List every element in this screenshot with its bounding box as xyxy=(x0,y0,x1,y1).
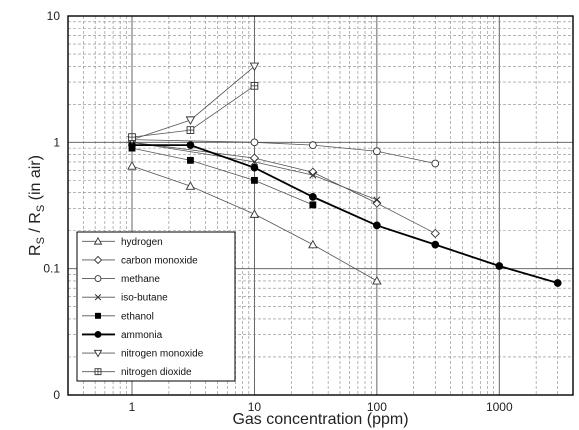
y-axis-title: RS / RS (in air) xyxy=(27,155,47,256)
data-point-ethanol xyxy=(187,156,194,164)
data-point-methane xyxy=(373,147,381,156)
y-axis-title-mid: / R xyxy=(27,212,44,237)
data-point-nitrogen-dioxide xyxy=(250,81,259,90)
series-line-methane xyxy=(132,139,436,164)
data-point-carbon-monoxide xyxy=(372,198,382,208)
legend-label: nitrogen monoxide xyxy=(121,349,204,360)
y-tick-label: 1 xyxy=(53,135,60,149)
data-point-ammonia xyxy=(495,262,504,270)
x-tick-label: 100 xyxy=(367,400,387,414)
data-point-iso-butane xyxy=(373,196,381,204)
data-point-nitrogen-dioxide xyxy=(128,133,136,141)
data-point-nitrogen-dioxide xyxy=(186,126,195,134)
legend: hydrogen carbon monoxide methane iso-butane… xyxy=(76,231,236,382)
data-point-hydrogen xyxy=(372,275,382,285)
legend-label: ammonia xyxy=(121,330,163,341)
legend-label: methane xyxy=(121,274,160,285)
legend-marker xyxy=(95,312,101,319)
legend-label: iso-butane xyxy=(121,293,168,304)
y-tick-label: 0.1 xyxy=(43,262,60,276)
data-point-carbon-monoxide xyxy=(249,153,260,163)
data-point-ethanol xyxy=(309,201,317,209)
x-tick-label: 10 xyxy=(248,400,262,414)
legend-marker xyxy=(94,368,102,376)
data-point-hydrogen xyxy=(249,209,260,218)
data-point-hydrogen xyxy=(308,239,318,249)
series-line-ammonia xyxy=(132,144,558,284)
data-point-ammonia xyxy=(431,240,440,249)
legend-box xyxy=(76,231,236,382)
data-point-ammonia xyxy=(553,279,562,287)
data-point-nitrogen-monoxide xyxy=(249,62,260,72)
y-axis-title-tail: (in air) xyxy=(27,155,44,205)
data-point-ammonia xyxy=(250,163,259,172)
legend-marker xyxy=(93,255,103,265)
data-point-iso-butane xyxy=(309,171,317,179)
x-tick-label: 1 xyxy=(129,400,136,414)
y-axis-title-r1: R xyxy=(27,244,44,256)
data-point-ammonia xyxy=(373,221,381,230)
legend-label: carbon monoxide xyxy=(121,255,198,266)
data-point-ammonia xyxy=(309,193,317,201)
data-point-iso-butane xyxy=(250,158,258,166)
data-point-carbon-monoxide xyxy=(430,228,440,239)
y-axis-title-sub1: S xyxy=(35,237,47,244)
legend-marker xyxy=(94,275,102,282)
legend-marker xyxy=(93,349,103,358)
y-axis-title-sub2: S xyxy=(35,205,47,212)
data-point-nitrogen-monoxide xyxy=(185,116,196,126)
data-point-methane xyxy=(309,141,317,149)
plot-frame xyxy=(67,15,574,396)
data-point-ammonia xyxy=(186,141,195,149)
series-line-iso-butane xyxy=(131,141,378,201)
data-point-carbon-monoxide xyxy=(308,167,318,177)
data-point-hydrogen xyxy=(127,161,137,170)
y-tick-label: 10 xyxy=(47,9,61,23)
legend-marker xyxy=(94,331,102,338)
y-tick-label: 0 xyxy=(53,388,60,402)
x-axis-title: Gas concentration (ppm) xyxy=(232,411,408,428)
legend-label: hydrogen xyxy=(121,237,163,248)
tick-labels: 1 10 100 1000 0 0.1 1 10 xyxy=(43,9,513,414)
data-point-hydrogen xyxy=(185,181,196,190)
legend-label: ethanol xyxy=(121,311,154,322)
legend-marker xyxy=(94,294,102,301)
series-line-ethanol xyxy=(131,147,314,206)
data-point-ethanol xyxy=(251,176,258,184)
x-tick-label: 1000 xyxy=(486,400,513,414)
data-point-methane xyxy=(431,159,440,168)
legend-label: nitrogen dioxide xyxy=(121,367,192,378)
series-line-carbon-monoxide xyxy=(131,141,436,234)
plot-area xyxy=(127,62,562,287)
data-point-methane xyxy=(250,138,259,147)
legend-marker xyxy=(93,236,103,245)
